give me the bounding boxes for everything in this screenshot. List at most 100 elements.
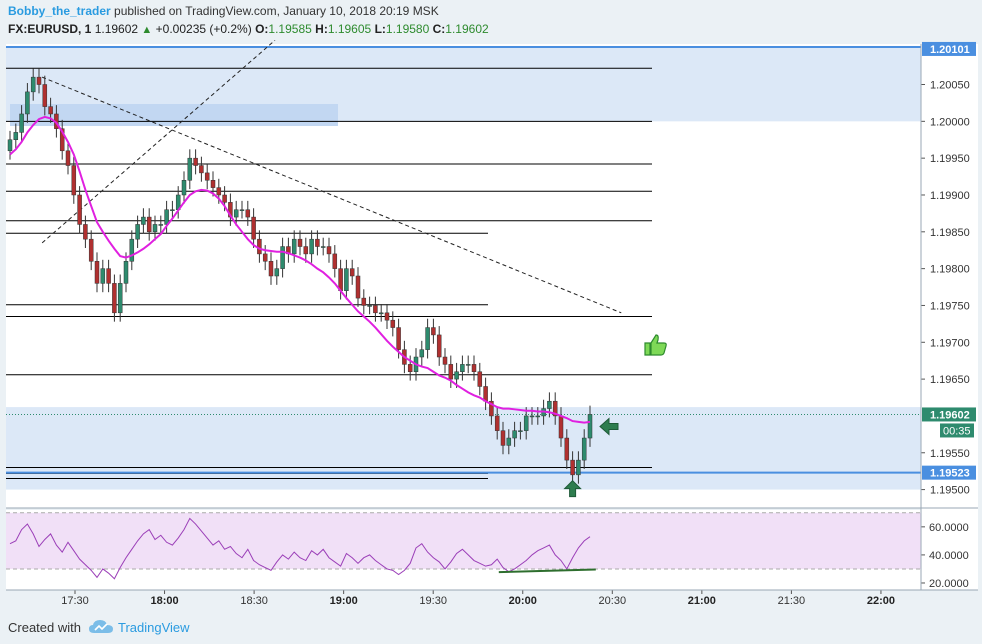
candle[interactable] <box>581 437 587 461</box>
candle[interactable] <box>100 268 106 284</box>
candle[interactable] <box>552 400 558 417</box>
candle[interactable] <box>483 386 488 402</box>
candle[interactable] <box>500 430 506 446</box>
candle[interactable] <box>576 459 581 476</box>
candle[interactable] <box>506 437 512 446</box>
candle[interactable] <box>570 459 575 476</box>
arrow-left-icon[interactable] <box>599 417 619 436</box>
price-chart[interactable]: 1.20050 1.20000 1.19950 1.19900 1.19850 1.198… <box>0 0 982 612</box>
candle[interactable] <box>117 283 123 314</box>
candle[interactable] <box>396 327 401 350</box>
candle[interactable] <box>367 305 372 307</box>
candle[interactable] <box>13 132 19 140</box>
candle[interactable] <box>465 364 471 366</box>
candle[interactable] <box>309 238 314 255</box>
candle[interactable] <box>407 364 413 372</box>
rsi-line[interactable] <box>9 517 591 580</box>
candle[interactable] <box>454 371 459 380</box>
candle[interactable] <box>193 157 198 166</box>
candle[interactable] <box>320 246 326 248</box>
candle[interactable] <box>523 415 529 431</box>
trendline[interactable] <box>41 76 622 314</box>
candle[interactable] <box>518 430 523 432</box>
candle[interactable] <box>181 180 187 196</box>
candle[interactable] <box>384 312 390 321</box>
candle[interactable] <box>460 364 465 372</box>
candle[interactable] <box>326 246 332 255</box>
candle[interactable] <box>431 327 436 336</box>
candle[interactable] <box>141 216 146 225</box>
rsi-divergence-line[interactable] <box>498 568 596 574</box>
candle[interactable] <box>94 261 100 284</box>
candle[interactable] <box>489 400 494 417</box>
candle[interactable] <box>477 371 483 387</box>
candle[interactable] <box>378 312 384 315</box>
candle[interactable] <box>30 76 36 93</box>
candle[interactable] <box>135 224 140 240</box>
candle[interactable] <box>262 253 268 262</box>
candle[interactable] <box>564 437 570 461</box>
candle[interactable] <box>448 364 454 380</box>
moving-average-line[interactable] <box>9 115 591 424</box>
candle[interactable] <box>373 305 378 314</box>
candle[interactable] <box>239 209 245 211</box>
candle[interactable] <box>106 268 111 284</box>
candle[interactable] <box>442 356 448 365</box>
candle[interactable] <box>71 165 77 196</box>
candle[interactable] <box>274 268 280 277</box>
candle[interactable] <box>303 246 309 255</box>
candle[interactable] <box>547 400 552 409</box>
candle[interactable] <box>112 283 117 314</box>
candle[interactable] <box>535 415 541 418</box>
candle[interactable] <box>187 157 193 181</box>
candle[interactable] <box>280 246 285 269</box>
candle[interactable] <box>257 238 262 255</box>
candle[interactable] <box>158 224 164 226</box>
candle[interactable] <box>587 414 593 439</box>
candle[interactable] <box>361 297 367 306</box>
candle[interactable] <box>65 150 71 166</box>
candle[interactable] <box>512 430 517 439</box>
candle[interactable] <box>390 319 396 328</box>
candle[interactable] <box>291 238 297 255</box>
candle[interactable] <box>83 224 88 240</box>
candle[interactable] <box>164 209 169 225</box>
candle[interactable] <box>129 238 135 262</box>
candle[interactable] <box>558 415 564 439</box>
candle[interactable] <box>344 268 349 291</box>
highlight-box[interactable] <box>10 104 338 126</box>
candle[interactable] <box>332 253 338 269</box>
candle[interactable] <box>19 113 24 133</box>
candle[interactable] <box>88 238 94 262</box>
candle[interactable] <box>199 165 204 174</box>
candle[interactable] <box>419 349 425 358</box>
candle[interactable] <box>146 216 152 233</box>
candle[interactable] <box>36 76 42 85</box>
arrow-up-icon[interactable] <box>563 479 582 498</box>
candle[interactable] <box>355 275 361 299</box>
candle[interactable] <box>59 128 65 152</box>
candle[interactable] <box>471 364 477 372</box>
candle[interactable] <box>494 415 500 431</box>
candle[interactable] <box>25 91 30 115</box>
candle[interactable] <box>349 268 355 277</box>
candle[interactable] <box>42 84 48 107</box>
tradingview-brand-link[interactable]: TradingView <box>118 620 190 635</box>
candle[interactable] <box>233 209 239 218</box>
author-link[interactable]: Bobby_the_trader <box>8 4 111 18</box>
candle[interactable] <box>297 238 303 247</box>
candle[interactable] <box>77 194 82 225</box>
candle[interactable] <box>123 261 129 284</box>
candle[interactable] <box>170 209 175 211</box>
thumbs-up-icon[interactable] <box>644 334 667 356</box>
candle[interactable] <box>315 238 320 247</box>
candle[interactable] <box>251 216 256 240</box>
candle[interactable] <box>204 172 210 181</box>
candle[interactable] <box>216 187 222 196</box>
support-resistance-zone[interactable] <box>6 407 921 490</box>
candle[interactable] <box>268 261 274 277</box>
candle[interactable] <box>245 209 251 218</box>
candle[interactable] <box>436 334 442 358</box>
candle[interactable] <box>7 139 13 152</box>
candle[interactable] <box>529 415 535 418</box>
